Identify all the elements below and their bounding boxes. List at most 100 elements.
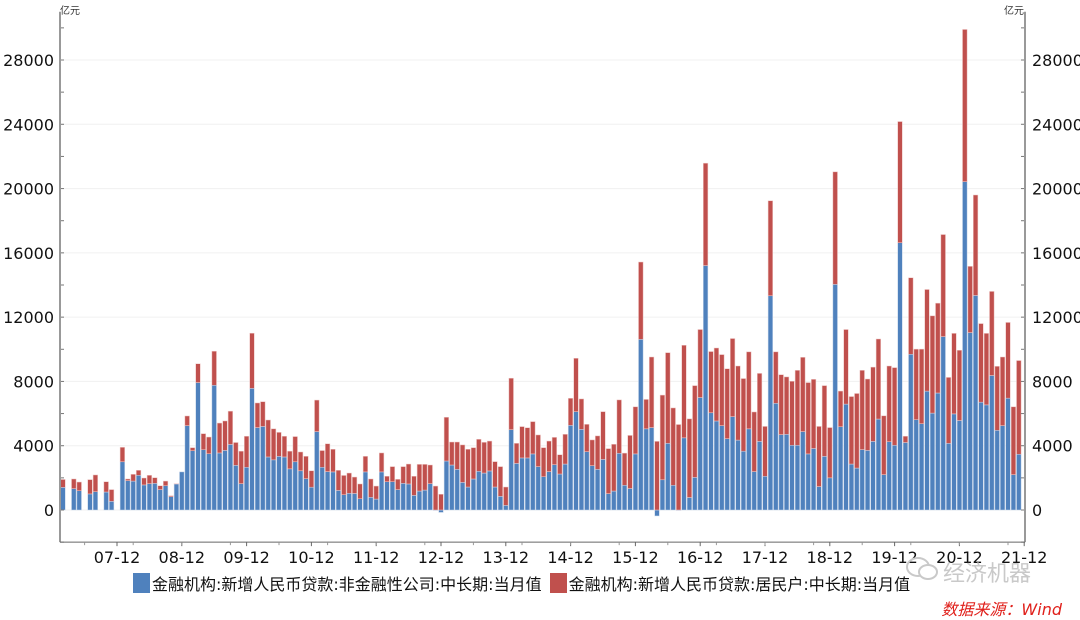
bar-corporate-14-04 bbox=[525, 458, 530, 510]
bar-corporate-16-05 bbox=[660, 480, 665, 510]
bar-household-14-08 bbox=[547, 441, 552, 472]
bar-household-16-04 bbox=[655, 441, 660, 510]
bar-household-13-06 bbox=[471, 448, 476, 479]
x-tick-label: 15-12 bbox=[612, 548, 659, 567]
bar-corporate-09-08 bbox=[223, 450, 228, 510]
bar-corporate-09-12 bbox=[244, 467, 249, 510]
bar-corporate-19-05 bbox=[855, 468, 860, 510]
bar-corporate-17-06 bbox=[730, 417, 735, 510]
bar-household-18-09 bbox=[811, 379, 816, 448]
bar-household-21-05 bbox=[984, 333, 989, 405]
bar-household-10-05 bbox=[271, 429, 276, 460]
bar-corporate-16-09 bbox=[682, 438, 687, 510]
bar-household-07-02 bbox=[61, 479, 66, 487]
bar-household-08-07 bbox=[153, 478, 158, 484]
bar-corporate-14-03 bbox=[520, 458, 525, 510]
bar-household-16-02 bbox=[644, 399, 649, 428]
y-tick-label-left: 4000 bbox=[13, 437, 54, 456]
bar-household-12-06 bbox=[406, 464, 411, 484]
bar-corporate-18-03 bbox=[779, 435, 784, 510]
bar-corporate-19-02 bbox=[838, 427, 843, 510]
bar-household-15-09 bbox=[617, 400, 622, 453]
bar-corporate-14-09 bbox=[552, 465, 557, 510]
bar-corporate-21-10 bbox=[1011, 475, 1016, 510]
y-tick-label-right: 12000 bbox=[1032, 308, 1080, 327]
bar-corporate-11-11 bbox=[369, 497, 374, 510]
bar-corporate-20-12 bbox=[957, 420, 962, 510]
bar-corporate-08-02 bbox=[126, 481, 131, 510]
bar-household-14-01 bbox=[509, 378, 514, 429]
bar-household-12-08 bbox=[417, 464, 422, 491]
bar-household-19-08 bbox=[871, 367, 876, 441]
bar-household-10-12 bbox=[309, 471, 314, 487]
legend-item-household: 金融机构:新增人民币贷款:居民户:中长期:当月值 bbox=[550, 571, 911, 595]
bar-household-20-10 bbox=[946, 377, 951, 443]
bar-household-11-12 bbox=[374, 486, 379, 499]
bar-household-16-01 bbox=[639, 262, 644, 339]
bar-household-07-07 bbox=[88, 480, 93, 494]
legend-swatch-red bbox=[550, 573, 567, 593]
bar-household-13-10 bbox=[493, 462, 498, 487]
bar-corporate-10-02 bbox=[255, 428, 260, 510]
bar-corporate-10-03 bbox=[261, 426, 266, 510]
bar-household-17-07 bbox=[736, 366, 741, 440]
bar-corporate-14-11 bbox=[563, 464, 568, 510]
bar-corporate-10-06 bbox=[277, 456, 282, 510]
bar-corporate-09-02 bbox=[190, 451, 195, 510]
bar-household-11-08 bbox=[352, 477, 357, 493]
bar-corporate-15-04 bbox=[590, 466, 595, 510]
bar-household-09-12 bbox=[244, 436, 249, 467]
bar-corporate-16-11 bbox=[693, 477, 698, 510]
bar-household-09-08 bbox=[223, 421, 228, 450]
bar-corporate-11-05 bbox=[336, 490, 341, 510]
bar-household-09-04 bbox=[201, 434, 206, 450]
bar-corporate-17-11 bbox=[757, 441, 762, 510]
bar-corporate-10-05 bbox=[271, 460, 276, 510]
bar-household-08-04 bbox=[136, 470, 141, 475]
bar-corporate-20-01 bbox=[898, 243, 903, 510]
bar-household-10-07 bbox=[282, 436, 287, 457]
bar-household-13-01 bbox=[444, 417, 449, 461]
bar-household-17-05 bbox=[725, 369, 730, 439]
bar-corporate-17-09 bbox=[747, 429, 752, 510]
bar-household-09-01 bbox=[185, 416, 190, 426]
bar-household-18-08 bbox=[806, 383, 811, 454]
bar-corporate-16-07 bbox=[671, 485, 676, 510]
bar-household-08-09 bbox=[163, 481, 168, 486]
bar-corporate-20-02 bbox=[903, 443, 908, 511]
bar-corporate-16-10 bbox=[687, 497, 692, 510]
bar-corporate-18-05 bbox=[790, 445, 795, 510]
bar-household-09-05 bbox=[207, 437, 212, 454]
bar-corporate-14-05 bbox=[531, 454, 536, 510]
bar-corporate-19-06 bbox=[860, 450, 865, 510]
bar-corporate-13-09 bbox=[487, 471, 492, 510]
bar-corporate-19-10 bbox=[882, 475, 887, 510]
bar-household-15-11 bbox=[628, 435, 633, 488]
bar-household-07-05 bbox=[77, 482, 82, 491]
bar-corporate-19-07 bbox=[865, 450, 870, 510]
bar-corporate-17-07 bbox=[736, 440, 741, 510]
bar-corporate-18-08 bbox=[806, 454, 811, 510]
bar-household-14-06 bbox=[536, 435, 541, 467]
bar-household-15-04 bbox=[590, 440, 595, 466]
bar-household-19-11 bbox=[887, 366, 892, 442]
bar-corporate-21-09 bbox=[1006, 398, 1011, 510]
bar-household-21-06 bbox=[990, 291, 995, 375]
bar-corporate-07-04 bbox=[72, 489, 77, 510]
bar-corporate-08-04 bbox=[136, 475, 141, 510]
bar-household-15-02 bbox=[579, 399, 584, 429]
bar-corporate-19-11 bbox=[887, 442, 892, 510]
bar-corporate-13-07 bbox=[477, 471, 482, 510]
bar-corporate-12-02 bbox=[385, 482, 390, 510]
bar-household-18-02 bbox=[774, 352, 779, 403]
bar-household-12-12 bbox=[439, 494, 444, 510]
bar-household-08-03 bbox=[131, 474, 136, 481]
bar-corporate-20-04 bbox=[914, 420, 919, 510]
bar-household-19-07 bbox=[865, 379, 870, 450]
bar-corporate-20-08 bbox=[936, 393, 941, 510]
bar-household-12-11 bbox=[433, 486, 438, 510]
y-tick-label-right: 28000 bbox=[1032, 51, 1080, 70]
bar-household-15-10 bbox=[622, 453, 627, 485]
bar-household-08-08 bbox=[158, 486, 163, 490]
bar-household-12-09 bbox=[423, 464, 428, 490]
